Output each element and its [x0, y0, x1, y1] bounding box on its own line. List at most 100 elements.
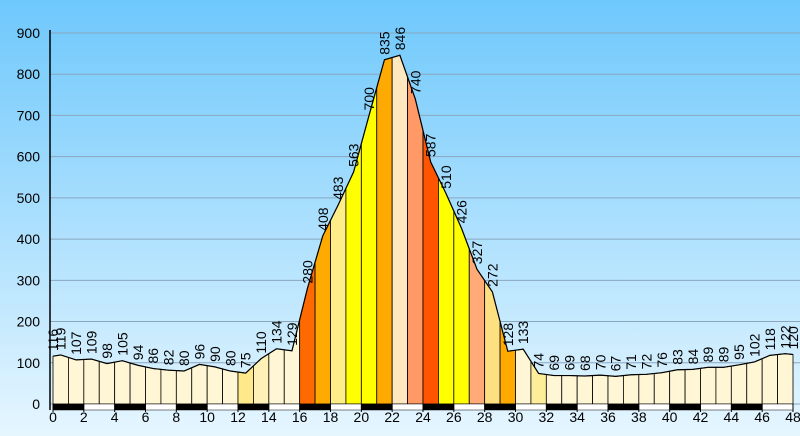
area-strip: [145, 366, 162, 405]
area-strip: [730, 362, 748, 405]
area-strip: [561, 375, 578, 405]
x-tick-label: 8: [172, 409, 180, 425]
value-label: 98: [99, 343, 115, 359]
value-label: 68: [577, 355, 593, 371]
area-strip: [623, 374, 640, 405]
value-label: 74: [531, 353, 547, 369]
y-tick-label: 100: [17, 355, 41, 371]
area-strip: [777, 353, 794, 405]
y-tick-label: 0: [32, 396, 40, 412]
value-label: 835: [376, 31, 392, 55]
area-strip: [761, 354, 778, 405]
area-strip: [592, 374, 609, 405]
area-strip: [376, 56, 393, 405]
value-label: 846: [392, 27, 408, 51]
area-strip: [114, 360, 131, 405]
y-tick-label: 400: [17, 231, 41, 247]
value-label: 272: [484, 263, 500, 287]
x-tick-label: 22: [384, 409, 400, 425]
area-strip: [669, 369, 686, 405]
y-tick-label: 600: [17, 149, 41, 165]
area-strip: [191, 364, 208, 405]
area-strip: [545, 374, 563, 405]
x-tick-label: 14: [261, 409, 277, 425]
value-label: 69: [561, 355, 577, 371]
area-strip: [653, 370, 671, 405]
area-strip: [607, 375, 624, 405]
value-label: 700: [361, 87, 377, 111]
y-tick-label: 200: [17, 314, 41, 330]
value-label: 94: [130, 344, 146, 360]
area-strip: [438, 177, 455, 405]
y-tick-label: 700: [17, 107, 41, 123]
x-tick-label: 26: [446, 409, 462, 425]
value-label: 86: [145, 348, 161, 364]
x-tick-label: 0: [49, 409, 57, 425]
value-label: 71: [623, 354, 639, 370]
value-label: 105: [114, 332, 130, 356]
value-label: 72: [639, 354, 655, 370]
area-strip: [68, 356, 85, 405]
profile-line: [52, 54, 794, 377]
x-tick-label: 36: [600, 409, 616, 425]
value-label: 408: [315, 207, 331, 231]
value-label: 110: [253, 331, 269, 354]
area-strip: [715, 365, 732, 405]
value-label: 84: [685, 349, 701, 365]
area-strip: [206, 365, 223, 405]
area-strip: [222, 368, 239, 405]
y-tick-label: 500: [17, 190, 41, 206]
area-strip: [98, 360, 116, 405]
area-strip: [684, 367, 701, 405]
value-label: 563: [346, 143, 362, 167]
value-label: 80: [176, 350, 192, 366]
value-label: 95: [731, 344, 747, 360]
value-label: 327: [469, 241, 485, 265]
value-label: 96: [191, 344, 207, 360]
plot: [52, 54, 794, 405]
value-label: 89: [700, 347, 716, 363]
x-tick-label: 48: [785, 409, 800, 425]
x-tick-label: 30: [508, 409, 524, 425]
x-tick-label: 46: [754, 409, 770, 425]
x-tick-label: 4: [111, 409, 119, 425]
value-label: 75: [238, 352, 254, 368]
area-strip: [129, 362, 146, 405]
y-tick-label: 300: [17, 272, 41, 288]
value-label: 133: [515, 321, 531, 345]
x-tick-label: 28: [477, 409, 493, 425]
value-label: 109: [84, 330, 100, 354]
x-tick-label: 44: [724, 409, 740, 425]
x-tick-label: 10: [199, 409, 215, 425]
value-label: 483: [330, 176, 346, 200]
y-tick-label: 800: [17, 66, 41, 82]
value-label: 83: [669, 349, 685, 365]
area-strip: [700, 366, 717, 405]
area-strip: [330, 188, 347, 405]
value-label: 120: [785, 326, 800, 350]
value-label: 67: [608, 356, 624, 372]
x-tick-label: 34: [569, 409, 585, 425]
value-label: 89: [716, 347, 732, 363]
y-tick-label: 900: [17, 25, 41, 41]
value-label: 118: [762, 328, 778, 351]
value-label: 587: [423, 133, 439, 157]
value-label: 119: [53, 327, 69, 350]
x-tick-label: 20: [354, 409, 370, 425]
value-label: 82: [161, 349, 177, 365]
area-strip: [407, 76, 424, 405]
value-label: 122: [777, 325, 793, 349]
x-tick-label: 42: [693, 409, 709, 425]
x-tick-label: 12: [230, 409, 246, 425]
area-strip: [638, 373, 655, 405]
x-tick-label: 18: [323, 409, 339, 425]
x-tick-label: 32: [539, 409, 555, 425]
x-tick-label: 40: [662, 409, 678, 425]
value-label: 90: [207, 346, 223, 362]
value-label: 80: [222, 350, 238, 366]
area-strip: [268, 348, 285, 405]
area-strip: [391, 54, 408, 405]
value-label: 740: [407, 70, 423, 94]
value-label: 280: [299, 260, 315, 284]
value-label: 116: [45, 329, 61, 352]
